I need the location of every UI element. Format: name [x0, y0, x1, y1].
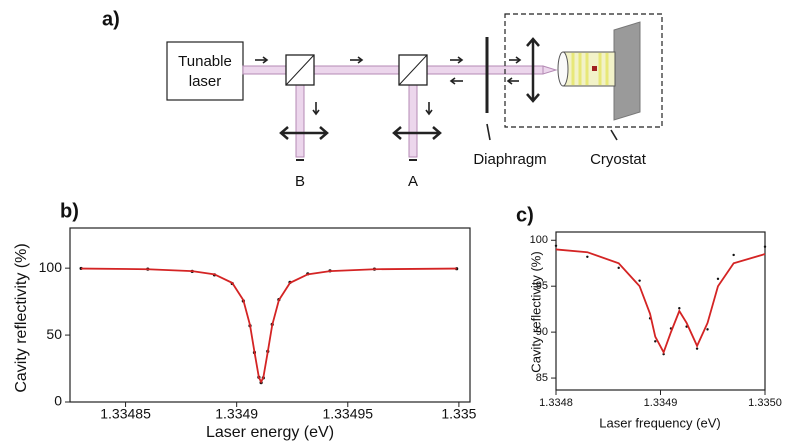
data-point — [732, 253, 735, 257]
data-point — [654, 340, 657, 343]
cold-plate — [613, 21, 641, 121]
port-label: B — [295, 173, 305, 190]
fit-line — [555, 248, 766, 355]
y-tick-label: 90 — [536, 326, 548, 338]
x-tick-label: 1.33495 — [322, 406, 373, 422]
panel-label: c) — [516, 204, 534, 226]
port-label: A — [408, 173, 418, 190]
lens-arrows — [279, 37, 540, 140]
y-axis-label: Cavity reflectivity (%) — [13, 243, 30, 392]
data-point — [678, 307, 681, 310]
laser-label: laser — [189, 73, 222, 90]
y-tick-label: 100 — [530, 234, 548, 246]
laser-label: Tunable — [178, 53, 232, 70]
fit-line — [81, 267, 457, 384]
x-tick-label: 1.3349 — [644, 397, 678, 409]
x-tick-label: 1.33485 — [100, 406, 151, 422]
data-point — [763, 245, 767, 248]
cryostat-box — [504, 13, 663, 128]
y-tick-label: 85 — [536, 372, 548, 384]
y-tick-label: 100 — [39, 259, 63, 275]
laser-box — [166, 41, 244, 101]
mirror-layers — [571, 53, 609, 85]
x-tick-label: 1.3350 — [748, 397, 782, 409]
panel-label: a) — [102, 8, 120, 30]
data-point — [706, 328, 709, 331]
data-point — [586, 255, 589, 259]
data-point — [695, 347, 699, 350]
data-point — [554, 244, 558, 247]
y-axis-label: Cavity reflectivity (%) — [528, 251, 543, 372]
y-tick-label: 95 — [536, 280, 548, 292]
direction-arrows — [255, 56, 618, 141]
splitter-diag — [285, 54, 315, 86]
data-point — [617, 266, 620, 270]
x-tick-label: 1.335 — [441, 406, 476, 422]
quantum-dot — [592, 66, 597, 71]
data-point — [716, 277, 720, 281]
plot-frame — [69, 227, 471, 403]
x-axis-label: Laser energy (eV) — [206, 424, 334, 441]
x-axis-label: Laser frequency (eV) — [599, 415, 720, 430]
data-point — [638, 279, 641, 282]
sample-face — [557, 51, 569, 87]
setup-diagram — [166, 13, 663, 161]
x-tick-label: 1.3348 — [539, 397, 573, 409]
splitter-diag — [398, 54, 428, 86]
cryostat-label: Cryostat — [590, 151, 647, 168]
beam-b — [295, 84, 305, 158]
diaphragm-label: Diaphragm — [473, 151, 546, 168]
y-tick-label: 0 — [54, 393, 62, 409]
panel-label: b) — [60, 200, 79, 222]
x-tick-label: 1.3349 — [215, 406, 258, 422]
y-tick-label: 50 — [46, 326, 62, 342]
beam-focus — [542, 65, 558, 75]
beam-a — [408, 84, 418, 158]
